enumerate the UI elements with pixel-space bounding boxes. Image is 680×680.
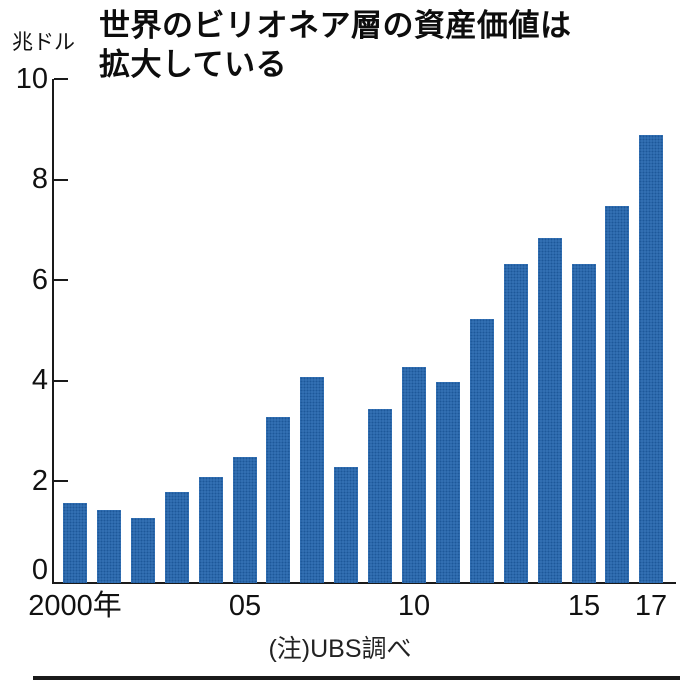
bar-2016 bbox=[605, 206, 629, 583]
y-tick-label-8: 8 bbox=[31, 163, 48, 195]
y-axis-line bbox=[52, 79, 54, 584]
x-tick-label-2005: 05 bbox=[228, 590, 262, 622]
y-tick-label-2: 2 bbox=[31, 465, 48, 497]
bar-2008 bbox=[334, 467, 358, 583]
bar-2002 bbox=[131, 518, 155, 583]
y-tick-label-6: 6 bbox=[31, 264, 48, 296]
bar-2013 bbox=[504, 264, 528, 583]
bar-2001 bbox=[97, 510, 121, 583]
bar-2003 bbox=[165, 492, 189, 583]
bar-2000 bbox=[63, 503, 87, 583]
x-tick-label-2010: 10 bbox=[397, 590, 431, 622]
bar-2005 bbox=[233, 457, 257, 583]
y-tick-6 bbox=[54, 279, 68, 282]
y-tick-2 bbox=[54, 480, 68, 483]
plot-area bbox=[52, 80, 676, 583]
y-tick-label-10: 10 bbox=[15, 63, 48, 95]
bar-2011 bbox=[436, 382, 460, 583]
source-note: (注)UBS調べ bbox=[268, 635, 412, 663]
y-tick-label-4: 4 bbox=[31, 364, 48, 396]
bar-2004 bbox=[199, 477, 223, 583]
y-tick-10 bbox=[54, 78, 68, 80]
y-tick-4 bbox=[54, 379, 68, 382]
x-tick-label-2015: 15 bbox=[567, 590, 601, 622]
chart-title-line1: 世界のビリオネア層の資産価値は bbox=[99, 8, 572, 43]
y-tick-8 bbox=[54, 178, 68, 181]
bottom-divider-bar bbox=[33, 676, 680, 680]
bar-2010 bbox=[402, 367, 426, 583]
y-axis-unit-label: 兆ドル bbox=[12, 31, 75, 54]
bar-2012 bbox=[470, 319, 494, 583]
bar-2014 bbox=[538, 238, 562, 583]
bar-2006 bbox=[266, 417, 290, 583]
bar-2007 bbox=[300, 377, 324, 583]
bar-2017 bbox=[639, 135, 663, 583]
chart-title: 世界のビリオネア層の資産価値は 拡大している bbox=[99, 6, 572, 84]
bar-2009 bbox=[368, 409, 392, 583]
bar-2015 bbox=[572, 264, 596, 583]
chart-title-line2: 拡大している bbox=[99, 47, 288, 82]
x-axis-baseline bbox=[52, 582, 676, 584]
x-tick-label-2017: 17 bbox=[634, 590, 668, 622]
x-tick-label-2000: 2000年 bbox=[28, 590, 122, 622]
y-tick-label-0: 0 bbox=[31, 554, 48, 586]
